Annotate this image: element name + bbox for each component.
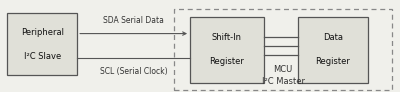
Text: SDA Serial Data: SDA Serial Data <box>103 16 164 25</box>
Bar <box>190 17 264 83</box>
Text: MCU: MCU <box>273 65 293 74</box>
Text: Data: Data <box>323 33 343 42</box>
Text: Register: Register <box>316 57 350 66</box>
Text: I²C Slave: I²C Slave <box>24 52 61 61</box>
Text: I²C Master: I²C Master <box>262 77 304 86</box>
Bar <box>174 9 392 90</box>
Bar <box>298 17 368 83</box>
Text: Peripheral: Peripheral <box>21 28 64 37</box>
Text: Shift-In: Shift-In <box>212 33 242 42</box>
Bar <box>7 13 77 75</box>
Text: Register: Register <box>210 57 244 66</box>
Text: SCL (Serial Clock): SCL (Serial Clock) <box>100 67 168 76</box>
